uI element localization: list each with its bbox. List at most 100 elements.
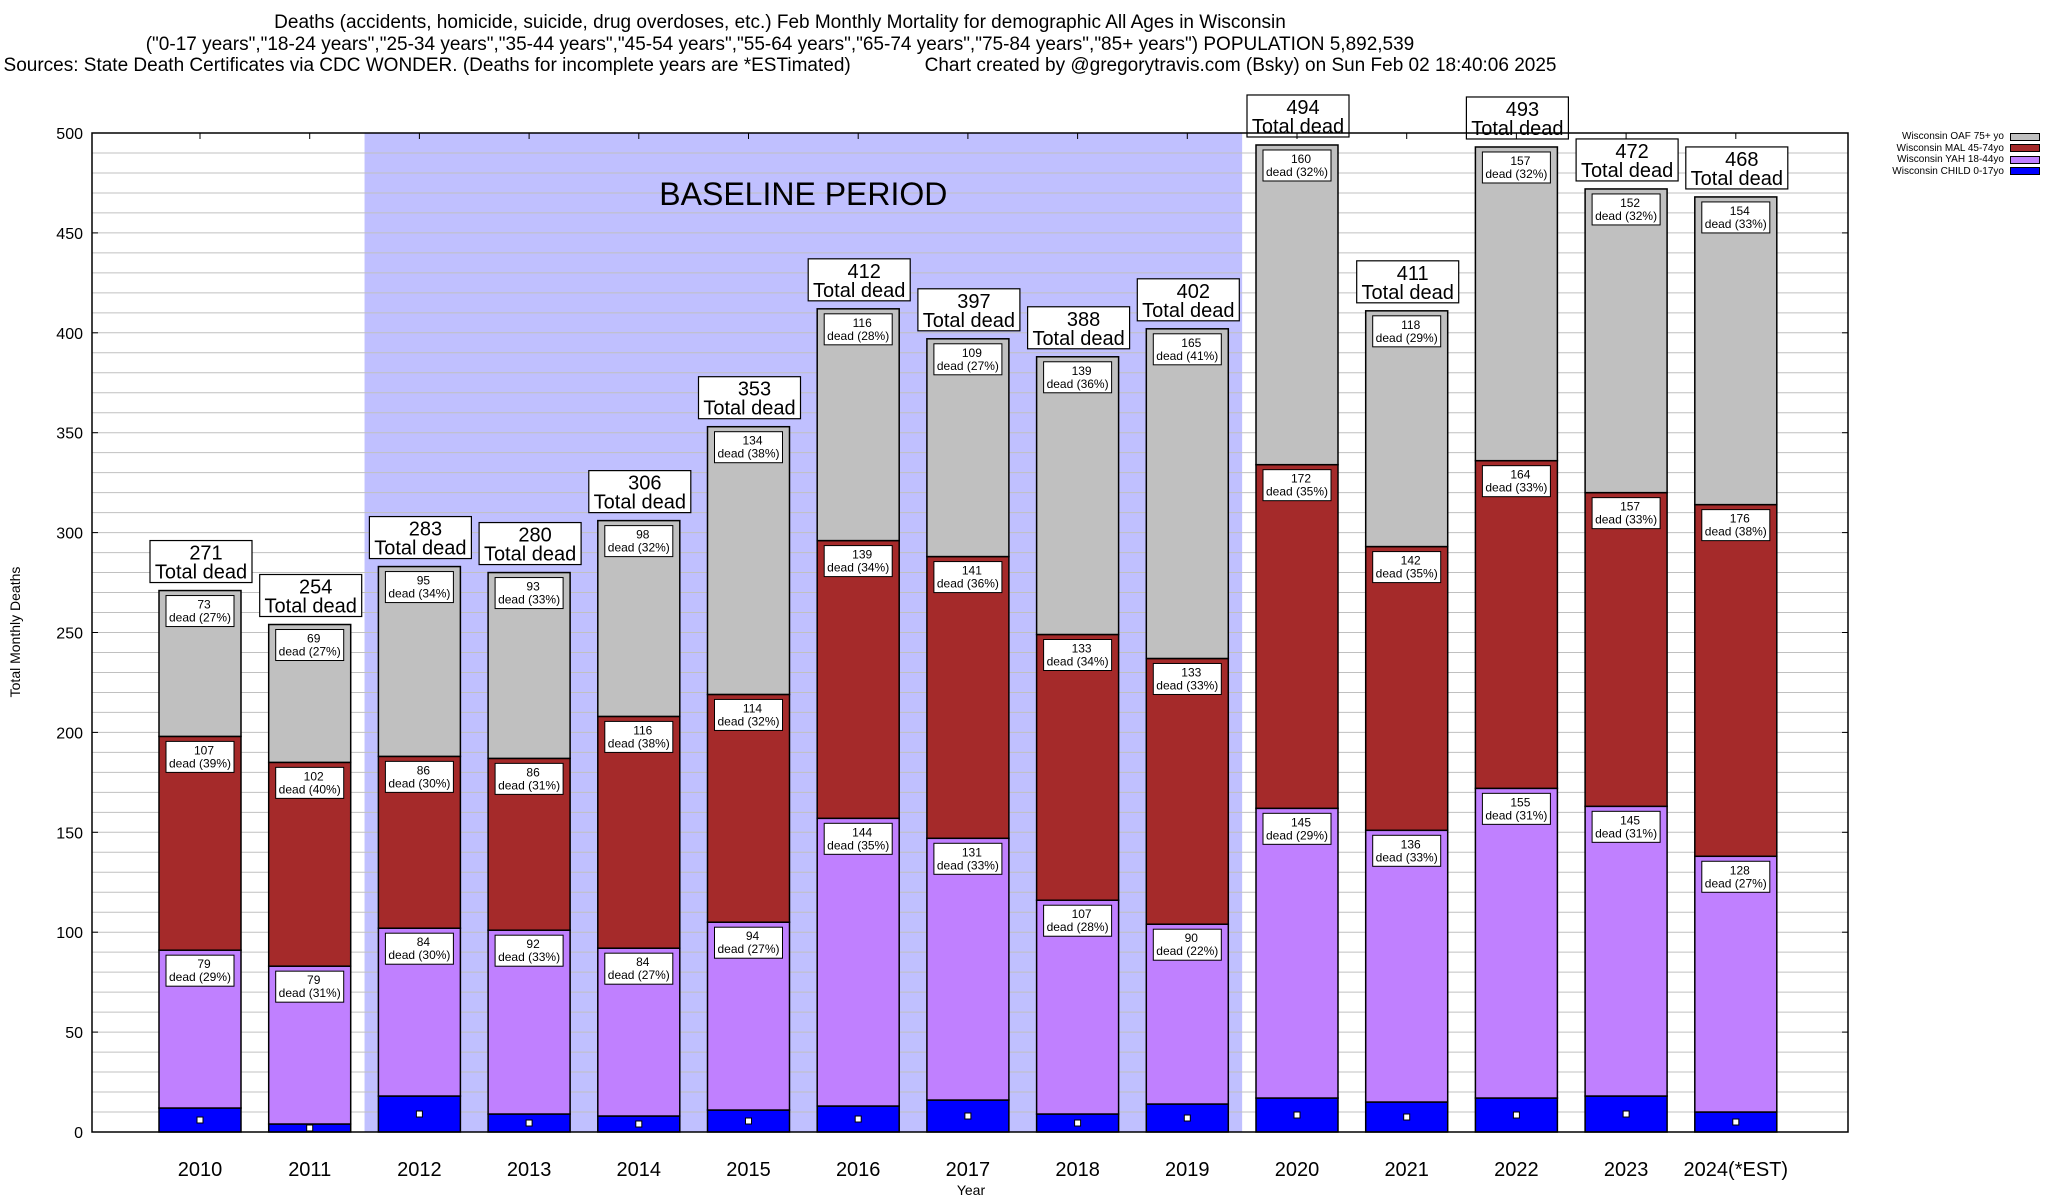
segment-label-percent: dead (27%) — [608, 968, 670, 982]
segment-label-percent: dead (38%) — [717, 447, 779, 461]
segment-label-percent: dead (33%) — [937, 858, 999, 872]
legend-swatch — [2010, 144, 2040, 153]
segment-label-box — [1152, 662, 1222, 695]
bar-segment-mal — [816, 539, 900, 820]
segment-label-value: 133 — [1072, 641, 1092, 655]
total-label-box — [588, 470, 692, 514]
segment-label-percent: dead (29%) — [169, 970, 231, 984]
segment-label-value: 139 — [1072, 364, 1092, 378]
total-label-text: Total dead — [155, 562, 247, 584]
segment-label-percent: dead (28%) — [827, 329, 889, 343]
segment-label-value: 157 — [1620, 500, 1640, 514]
segment-label-percent: dead (29%) — [1266, 828, 1328, 842]
y-tick-label: 300 — [56, 526, 83, 543]
child-marker — [1293, 1111, 1301, 1119]
x-tick-label: 2020 — [1275, 1159, 1320, 1181]
segment-label-box — [1372, 834, 1442, 867]
total-label-text: Total dead — [1691, 168, 1783, 190]
segment-label-percent: dead (34%) — [827, 561, 889, 575]
segment-label-box — [933, 561, 1003, 594]
segment-label-percent: dead (28%) — [1047, 920, 1109, 934]
segment-label-box — [494, 577, 564, 610]
bar-segment-mal — [1364, 545, 1449, 832]
segment-label-box — [933, 343, 1003, 376]
bar-segment-mal — [1255, 463, 1339, 810]
legend-label: Wisconsin MAL 45-74yo — [1896, 142, 2004, 154]
total-label-text: Total dead — [594, 492, 686, 514]
legend-label: Wisconsin YAH 18-44yo — [1897, 154, 2004, 165]
segment-label-percent: dead (33%) — [1156, 678, 1218, 692]
segment-label-box — [384, 932, 454, 965]
segment-label-value: 145 — [1291, 815, 1311, 829]
total-label-text: Total dead — [813, 280, 905, 302]
segment-label-value: 131 — [962, 845, 982, 859]
x-tick-label: 2017 — [946, 1159, 991, 1181]
segment-label-value: 128 — [1730, 863, 1750, 877]
total-label-text: Total dead — [374, 538, 466, 560]
segment-label-value: 118 — [1401, 318, 1420, 332]
total-label-box — [1026, 306, 1131, 350]
segment-label-box — [1262, 149, 1332, 182]
x-tick-label: 2016 — [836, 1159, 881, 1181]
chart-subtitle-age-groups: ("0-17 years","18-24 years","25-34 years… — [145, 34, 1415, 55]
segment-label-box — [714, 431, 783, 464]
segment-label-value: 176 — [1730, 512, 1750, 526]
segment-label-box — [1152, 333, 1222, 366]
bar-segment-mal — [1474, 459, 1559, 790]
segment-label-percent: dead (27%) — [717, 942, 779, 956]
segment-label-percent: dead (27%) — [937, 359, 999, 373]
segment-label-box — [1481, 465, 1551, 498]
total-label-value: 353 — [738, 379, 771, 401]
total-label-text: Total dead — [1252, 116, 1344, 138]
total-label-value: 472 — [1615, 141, 1648, 163]
child-marker — [196, 1116, 204, 1124]
segment-label-percent: dead (38%) — [608, 736, 670, 750]
segment-label-value: 114 — [743, 701, 762, 715]
total-label-box — [478, 521, 582, 566]
child-marker — [525, 1119, 533, 1127]
segment-label-percent: dead (36%) — [937, 577, 999, 591]
segment-label-value: 84 — [636, 955, 650, 969]
bar-segment-oaf — [1145, 328, 1230, 660]
legend-item-yah: Wisconsin YAH 18-44yo — [1870, 154, 2040, 166]
segment-label-value: 84 — [417, 935, 431, 949]
segment-label-percent: dead (29%) — [1376, 331, 1438, 345]
y-tick-label: 100 — [56, 925, 83, 942]
x-tick-label: 2024(*EST) — [1684, 1159, 1789, 1181]
chart-subtitle-sources: Sources: State Death Certificates via CD… — [3, 55, 1557, 76]
segment-label-box — [275, 970, 345, 1003]
segment-label-percent: dead (30%) — [388, 776, 450, 790]
bar-segment-yah — [1474, 787, 1559, 1099]
segment-label-value: 73 — [197, 598, 211, 612]
child-marker — [1403, 1113, 1411, 1121]
segment-label-box — [714, 698, 783, 731]
segment-label-value: 172 — [1291, 472, 1311, 486]
segment-label-box — [1591, 193, 1661, 226]
segment-label-percent: dead (33%) — [1376, 850, 1438, 864]
segment-label-percent: dead (27%) — [169, 611, 231, 625]
segment-label-percent: dead (33%) — [1595, 513, 1657, 527]
child-marker — [1074, 1119, 1082, 1127]
bar-segment-oaf — [1694, 196, 1778, 506]
total-label-text: Total dead — [484, 544, 576, 566]
child-marker — [1512, 1111, 1520, 1119]
segment-label-value: 116 — [633, 723, 652, 737]
y-tick-label: 450 — [56, 226, 83, 243]
segment-label-percent: dead (27%) — [279, 645, 341, 659]
segment-label-value: 144 — [852, 825, 872, 839]
y-tick-label: 50 — [65, 1025, 83, 1042]
segment-label-box — [1262, 812, 1332, 845]
x-tick-label: 2022 — [1494, 1159, 1539, 1181]
total-label-value: 397 — [957, 291, 990, 313]
segment-label-box — [1262, 469, 1332, 502]
segment-label-box — [1701, 201, 1771, 234]
child-marker — [415, 1110, 423, 1118]
total-label-text: Total dead — [703, 398, 795, 420]
segment-label-percent: dead (22%) — [1156, 944, 1218, 958]
y-tick-label: 200 — [56, 725, 83, 742]
segment-label-percent: dead (40%) — [279, 782, 341, 796]
segment-label-box — [604, 525, 674, 558]
total-label-value: 412 — [848, 261, 881, 283]
bar-segment-oaf — [1255, 144, 1339, 466]
bar-segment-mal — [597, 715, 681, 949]
